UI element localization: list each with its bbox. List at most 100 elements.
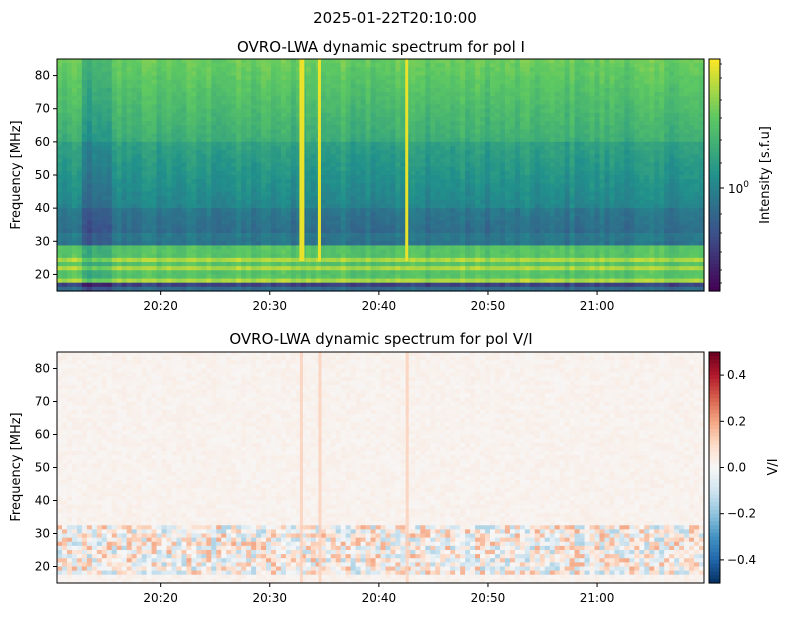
heatmap-cell	[87, 76, 93, 81]
heatmap-cell	[515, 154, 521, 159]
heatmap-cell	[629, 71, 635, 76]
heatmap-cell	[216, 200, 222, 205]
heatmap-cell	[201, 84, 207, 89]
heatmap-cell	[112, 121, 118, 126]
heatmap-cell	[595, 150, 601, 155]
heatmap-cell	[624, 125, 630, 130]
heatmap-cell	[331, 175, 337, 180]
heatmap-cell	[570, 192, 576, 197]
heatmap-cell	[505, 134, 511, 139]
heatmap-cell	[430, 196, 436, 201]
heatmap-cell	[565, 84, 571, 89]
heatmap-cell	[77, 150, 83, 155]
heatmap-cell	[555, 92, 561, 97]
heatmap-cell	[460, 100, 466, 105]
heatmap-cell	[400, 204, 406, 209]
heatmap-cell	[560, 175, 566, 180]
heatmap-cell	[356, 129, 362, 134]
heatmap-cell	[515, 63, 521, 68]
heatmap-cell	[251, 150, 257, 155]
heatmap-cell	[142, 171, 148, 176]
heatmap-cell	[157, 208, 163, 213]
heatmap-cell	[555, 142, 561, 147]
heatmap-cell	[540, 208, 546, 213]
heatmap-cell	[410, 196, 416, 201]
heatmap-cell	[321, 208, 327, 213]
heatmap-cell	[346, 183, 352, 188]
heatmap-cell	[82, 183, 88, 188]
heatmap-cell	[415, 146, 421, 151]
heatmap-cell	[450, 92, 456, 97]
heatmap-cell	[490, 96, 496, 101]
heatmap-cell	[152, 150, 158, 155]
heatmap-cell	[585, 134, 591, 139]
heatmap-cell	[176, 158, 182, 163]
heatmap-cell	[425, 63, 431, 68]
heatmap-cell	[147, 179, 153, 184]
heatmap-cell	[590, 175, 596, 180]
heatmap-cell	[271, 100, 277, 105]
heatmap-cell	[604, 125, 610, 130]
heatmap-cell	[644, 175, 650, 180]
heatmap-cell	[92, 216, 98, 221]
heatmap-cell	[535, 196, 541, 201]
heatmap-cell	[176, 154, 182, 159]
heatmap-cell	[550, 109, 556, 114]
heatmap-cell	[425, 192, 431, 197]
heatmap-cell	[445, 179, 451, 184]
heatmap-cell	[176, 84, 182, 89]
heatmap-cell	[211, 216, 217, 221]
heatmap-cell	[669, 129, 675, 134]
heatmap-cell	[460, 196, 466, 201]
heatmap-cell	[395, 192, 401, 197]
heatmap-cell	[376, 167, 382, 172]
heatmap-cell	[87, 142, 93, 147]
heatmap-cell	[211, 204, 217, 209]
heatmap-cell	[201, 150, 207, 155]
heatmap-cell	[634, 204, 640, 209]
heatmap-cell	[420, 71, 426, 76]
heatmap-cell	[430, 92, 436, 97]
heatmap-cell	[624, 208, 630, 213]
heatmap-cell	[102, 100, 108, 105]
heatmap-cell	[435, 183, 441, 188]
heatmap-cell	[694, 129, 700, 134]
heatmap-cell	[356, 105, 362, 110]
heatmap-cell	[376, 80, 382, 85]
heatmap-cell	[72, 196, 78, 201]
heatmap-cell	[634, 192, 640, 197]
heatmap-cell	[604, 67, 610, 72]
heatmap-cell	[236, 216, 242, 221]
heatmap-cell	[639, 92, 645, 97]
heatmap-cell	[366, 63, 372, 68]
heatmap-cell	[614, 76, 620, 81]
heatmap-cell	[669, 171, 675, 176]
heatmap-cell	[385, 204, 391, 209]
heatmap-cell	[256, 163, 262, 168]
heatmap-cell	[341, 212, 347, 217]
heatmap-cell	[127, 208, 133, 213]
heatmap-cell	[166, 183, 172, 188]
heatmap-cell	[82, 59, 88, 64]
heatmap-cell	[649, 158, 655, 163]
heatmap-cell	[639, 196, 645, 201]
heatmap-cell	[206, 71, 212, 76]
heatmap-cell	[281, 158, 287, 163]
heatmap-cell	[440, 204, 446, 209]
heatmap-cell	[390, 100, 396, 105]
heatmap-cell	[62, 117, 68, 122]
heatmap-cell	[460, 200, 466, 205]
heatmap-cell	[390, 67, 396, 72]
heatmap-cell	[570, 179, 576, 184]
heatmap-cell	[644, 204, 650, 209]
heatmap-cell	[480, 154, 486, 159]
heatmap-cell	[216, 154, 222, 159]
heatmap-cell	[62, 80, 68, 85]
heatmap-cell	[311, 105, 317, 110]
heatmap-cell	[565, 204, 571, 209]
heatmap-cell	[470, 167, 476, 172]
heatmap-cell	[530, 134, 536, 139]
heatmap-cell	[580, 109, 586, 114]
heatmap-cell	[176, 67, 182, 72]
heatmap-cell	[311, 146, 317, 151]
